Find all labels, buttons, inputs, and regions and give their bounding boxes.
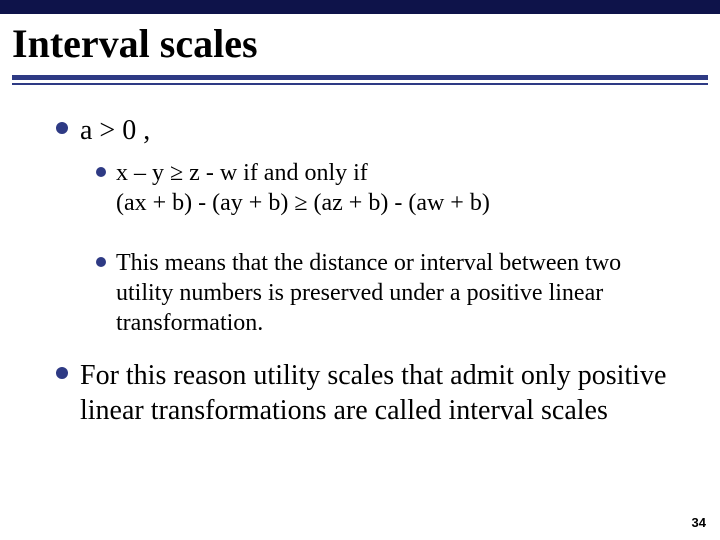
- bullet-dot-icon: [96, 167, 106, 177]
- spacer: [96, 228, 680, 248]
- bullet-level1: a > 0 ,: [56, 113, 680, 148]
- slide: Interval scales a > 0 , x – y ≥ z - w if…: [0, 0, 720, 540]
- slide-body: a > 0 , x – y ≥ z - w if and only if (ax…: [0, 85, 720, 428]
- bullet-dot-icon: [56, 367, 68, 379]
- slide-title: Interval scales: [0, 14, 720, 75]
- bullet-text: x – y ≥ z - w if and only if (ax + b) - …: [116, 158, 490, 218]
- top-accent-bar: [0, 0, 720, 14]
- sub-bullets: x – y ≥ z - w if and only if (ax + b) - …: [96, 158, 680, 338]
- bullet-level2: x – y ≥ z - w if and only if (ax + b) - …: [96, 158, 680, 218]
- bullet-level2: This means that the distance or interval…: [96, 248, 680, 338]
- bullet-level1: For this reason utility scales that admi…: [56, 358, 680, 428]
- line: (ax + b) - (ay + b) ≥ (az + b) - (aw + b…: [116, 188, 490, 218]
- title-rule-thick: [12, 75, 708, 80]
- bullet-text: For this reason utility scales that admi…: [80, 358, 680, 428]
- bullet-text: This means that the distance or interval…: [116, 248, 680, 338]
- bullet-dot-icon: [96, 257, 106, 267]
- bullet-text: a > 0 ,: [80, 113, 150, 148]
- spacer: [56, 348, 680, 358]
- bullet-dot-icon: [56, 122, 68, 134]
- page-number: 34: [692, 515, 706, 530]
- line: x – y ≥ z - w if and only if: [116, 158, 490, 188]
